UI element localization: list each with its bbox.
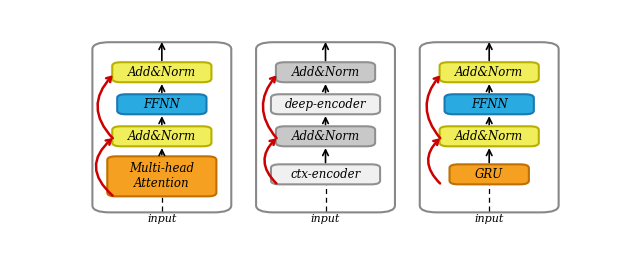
Text: Add&Norm: Add&Norm [455,66,524,79]
Text: Add&Norm: Add&Norm [128,66,196,79]
FancyArrowPatch shape [263,77,276,138]
Text: FFNN: FFNN [471,98,508,111]
FancyBboxPatch shape [445,94,534,114]
FancyArrowPatch shape [427,77,440,138]
FancyBboxPatch shape [276,62,375,82]
FancyArrowPatch shape [97,77,113,138]
Text: GRU: GRU [475,168,503,181]
FancyArrowPatch shape [428,140,440,184]
FancyBboxPatch shape [112,62,211,82]
FancyBboxPatch shape [271,164,380,184]
FancyBboxPatch shape [256,42,395,212]
Text: input: input [474,214,504,224]
Text: Multi-head
Attention: Multi-head Attention [129,162,195,190]
Text: Add&Norm: Add&Norm [128,130,196,143]
Text: FFNN: FFNN [143,98,180,111]
Text: Add&Norm: Add&Norm [455,130,524,143]
Text: deep-encoder: deep-encoder [285,98,366,111]
FancyBboxPatch shape [92,42,231,212]
Text: ctx-encoder: ctx-encoder [291,168,361,181]
FancyBboxPatch shape [440,62,539,82]
FancyArrowPatch shape [264,140,276,184]
FancyBboxPatch shape [440,126,539,146]
FancyBboxPatch shape [112,126,211,146]
Text: input: input [147,214,177,224]
FancyBboxPatch shape [271,94,380,114]
Text: Add&Norm: Add&Norm [291,130,360,143]
FancyArrowPatch shape [96,140,113,196]
Text: Add&Norm: Add&Norm [291,66,360,79]
FancyBboxPatch shape [117,94,207,114]
Text: input: input [311,214,340,224]
FancyBboxPatch shape [449,164,529,184]
FancyBboxPatch shape [276,126,375,146]
FancyBboxPatch shape [108,156,216,196]
FancyBboxPatch shape [420,42,559,212]
